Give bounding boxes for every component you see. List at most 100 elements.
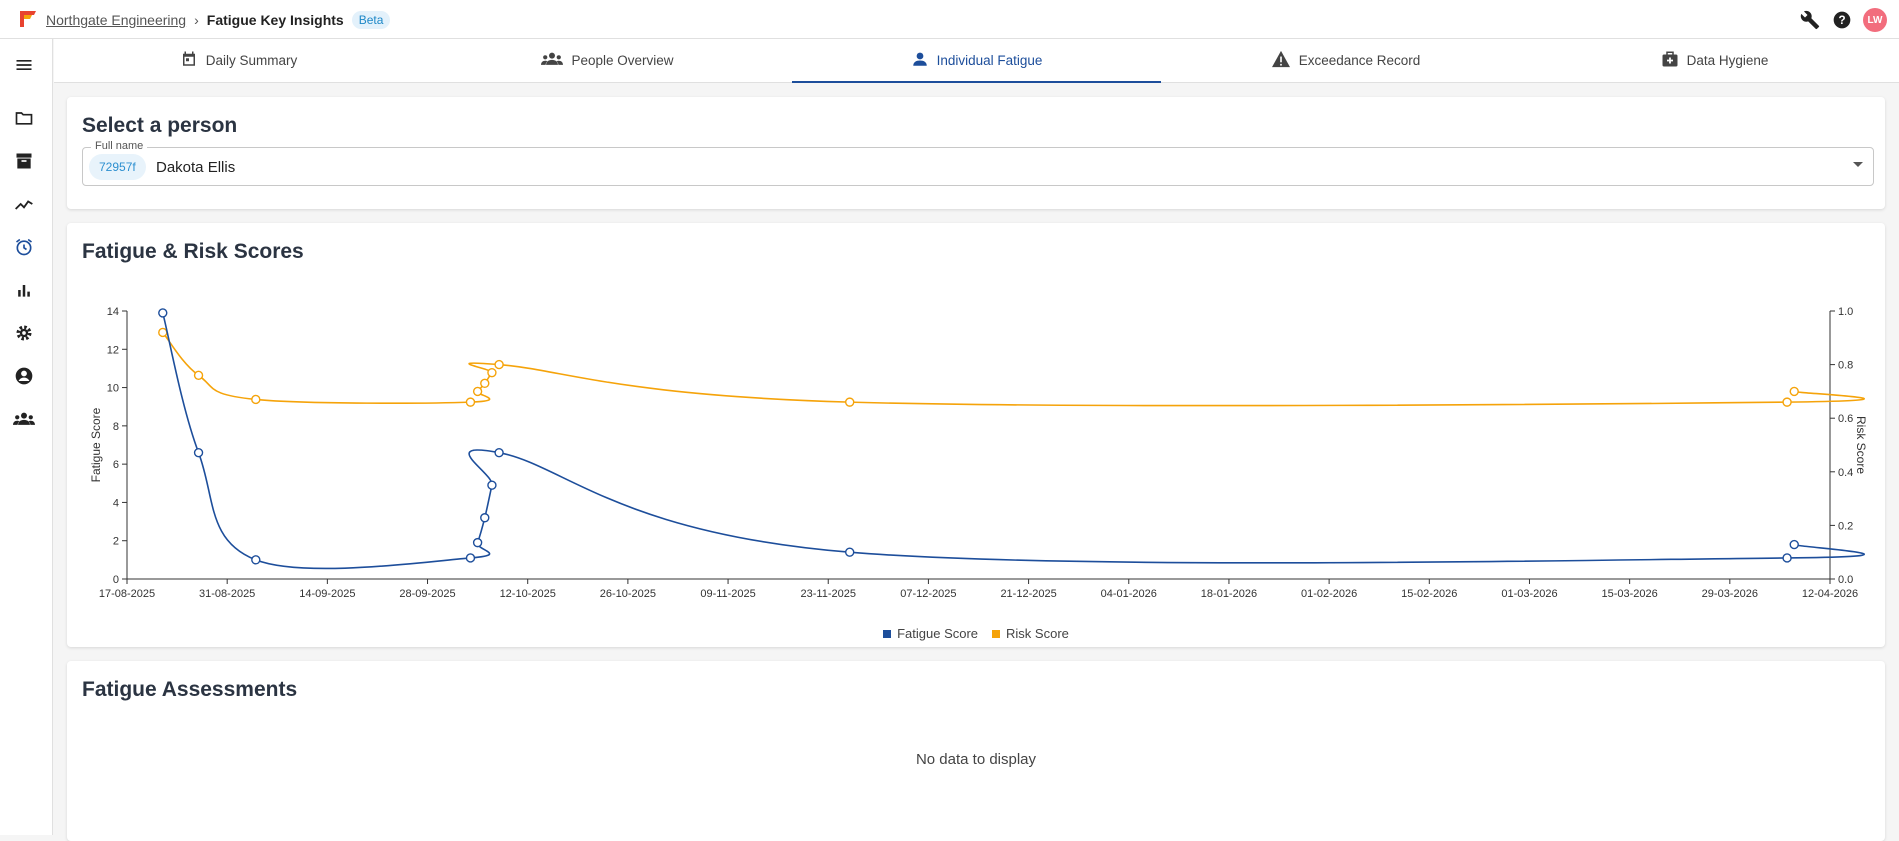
chevron-down-icon[interactable] bbox=[1853, 162, 1863, 167]
tab-individual-fatigue[interactable]: Individual Fatigue bbox=[792, 39, 1161, 83]
risk-score-point bbox=[193, 370, 204, 381]
fatigue-score-point bbox=[1782, 553, 1792, 563]
gear-icon[interactable] bbox=[12, 321, 36, 345]
trend-icon[interactable] bbox=[12, 192, 36, 216]
y-right-tick-label: 1.0 bbox=[1838, 306, 1853, 318]
legend-item-risk[interactable]: Risk Score bbox=[992, 626, 1069, 641]
tab-label: Individual Fatigue bbox=[936, 53, 1043, 68]
y-left-tick-label: 14 bbox=[107, 306, 119, 318]
legend-label: Fatigue Score bbox=[897, 626, 979, 641]
risk-score-point bbox=[472, 386, 483, 397]
fatigue-score-point bbox=[845, 547, 855, 557]
fatigue-score-point bbox=[251, 555, 261, 565]
x-tick-label: 26-10-2025 bbox=[600, 588, 656, 600]
breadcrumb-org-link[interactable]: Northgate Engineering bbox=[46, 12, 187, 28]
fatigue-score-point bbox=[158, 308, 168, 318]
groups-icon bbox=[541, 50, 564, 71]
y-left-tick-label: 6 bbox=[113, 459, 119, 471]
x-tick-label: 14-09-2025 bbox=[299, 588, 355, 600]
tab-data-hygiene[interactable]: Data Hygiene bbox=[1530, 39, 1899, 82]
legend-label: Risk Score bbox=[1006, 626, 1069, 641]
x-tick-label: 31-08-2025 bbox=[199, 588, 255, 600]
x-tick-label: 04-01-2026 bbox=[1101, 588, 1157, 600]
x-tick-label: 21-12-2025 bbox=[1000, 588, 1056, 600]
empty-state-text: No data to display bbox=[915, 751, 1037, 768]
y-left-tick-label: 8 bbox=[113, 421, 119, 433]
risk-score-point bbox=[480, 378, 490, 389]
tab-label: Daily Summary bbox=[205, 53, 298, 68]
risk-score-line bbox=[162, 331, 1865, 407]
select-person-card: Select a person Full name 72957f Dakota … bbox=[67, 97, 1885, 209]
x-tick-label: 07-12-2025 bbox=[900, 588, 956, 600]
fatigue-score-point bbox=[465, 553, 476, 563]
groups-icon[interactable] bbox=[12, 407, 36, 431]
x-tick-label: 09-11-2025 bbox=[700, 588, 755, 600]
menu-icon[interactable] bbox=[12, 53, 36, 77]
bar-chart-icon[interactable] bbox=[12, 278, 36, 302]
folder-icon[interactable] bbox=[12, 106, 36, 130]
tab-label: People Overview bbox=[571, 53, 674, 68]
wrench-icon[interactable] bbox=[1799, 9, 1821, 31]
y-right-tick-label: 0.8 bbox=[1838, 360, 1853, 372]
y-right-tick-label: 0.6 bbox=[1838, 413, 1853, 425]
person-id-chip: 72957f bbox=[89, 154, 146, 180]
chart-legend: Fatigue Score Risk Score bbox=[67, 626, 1885, 641]
tab-daily-summary[interactable]: Daily Summary bbox=[54, 39, 423, 82]
svg-text:?: ? bbox=[1838, 14, 1845, 27]
tab-bar: Daily Summary People Overview Individual… bbox=[54, 39, 1899, 83]
warning-icon bbox=[1271, 50, 1291, 71]
breadcrumb-separator: › bbox=[194, 12, 199, 28]
fatigue-score-point bbox=[1789, 539, 1799, 550]
archive-icon[interactable] bbox=[12, 149, 36, 173]
app-logo[interactable] bbox=[18, 9, 38, 29]
calendar-icon bbox=[180, 50, 198, 71]
x-tick-label: 29-03-2026 bbox=[1702, 588, 1758, 600]
y-right-tick-label: 0.0 bbox=[1838, 574, 1853, 586]
risk-score-point bbox=[251, 394, 261, 405]
tab-label: Exceedance Record bbox=[1298, 53, 1421, 68]
fatigue-score-point bbox=[480, 513, 490, 523]
breadcrumb: Northgate Engineering › Fatigue Key Insi… bbox=[46, 11, 391, 29]
y-left-tick-label: 12 bbox=[107, 344, 119, 356]
fatigue-risk-chart: 0 2 4 6 8 10 12 14 0.0 0.2 0.4 0.6 0.8 1.0 17-08-2025 3… bbox=[89, 306, 1868, 600]
y-right-tick-label: 0.4 bbox=[1838, 467, 1853, 479]
x-tick-label: 17-08-2025 bbox=[99, 588, 155, 600]
x-tick-label: 12-10-2025 bbox=[500, 588, 556, 600]
select-person-title: Select a person bbox=[82, 114, 238, 137]
x-tick-label: 18-01-2026 bbox=[1201, 588, 1257, 600]
user-avatar[interactable]: LW bbox=[1863, 8, 1887, 32]
risk-score-point bbox=[1782, 397, 1792, 407]
legend-item-fatigue[interactable]: Fatigue Score bbox=[883, 626, 978, 641]
fatigue-score-point bbox=[472, 537, 483, 548]
y-left-axis-label: Fatigue Score bbox=[89, 407, 103, 482]
x-tick-label: 15-02-2026 bbox=[1401, 588, 1457, 600]
scores-title: Fatigue & Risk Scores bbox=[82, 240, 304, 263]
risk-score-point bbox=[1789, 386, 1799, 397]
account-icon[interactable] bbox=[12, 364, 36, 388]
scores-card: Fatigue & Risk Scores 0 2 4 6 8 10 12 14 0.0 0.2 0… bbox=[67, 223, 1885, 647]
x-tick-label: 01-03-2026 bbox=[1501, 588, 1557, 600]
alarm-icon[interactable] bbox=[12, 235, 36, 259]
fatigue-score-point bbox=[193, 447, 204, 458]
x-tick-label: 23-11-2025 bbox=[801, 588, 856, 600]
person-select[interactable]: Full name 72957f Dakota Ellis bbox=[82, 140, 1874, 186]
x-tick-label: 01-02-2026 bbox=[1301, 588, 1357, 600]
y-left-tick-label: 10 bbox=[107, 383, 119, 395]
y-right-tick-label: 0.2 bbox=[1838, 520, 1853, 532]
field-label: Full name bbox=[91, 140, 148, 152]
tab-label: Data Hygiene bbox=[1686, 53, 1769, 68]
x-tick-label: 12-04-2026 bbox=[1802, 588, 1858, 600]
fatigue-score-point bbox=[494, 447, 504, 458]
x-tick-label: 28-09-2025 bbox=[399, 588, 455, 600]
tab-exceedance-record[interactable]: Exceedance Record bbox=[1161, 39, 1530, 82]
assessments-card: Fatigue Assessments No data to display bbox=[67, 661, 1885, 841]
person-name-value: Dakota Ellis bbox=[156, 159, 236, 176]
risk-score-point bbox=[494, 359, 504, 370]
legend-swatch bbox=[992, 629, 1001, 638]
y-left-tick-label: 0 bbox=[113, 574, 119, 586]
top-bar: Northgate Engineering › Fatigue Key Insi… bbox=[0, 0, 1899, 39]
breadcrumb-app-title: Fatigue Key Insights bbox=[206, 12, 344, 28]
help-icon[interactable]: ? bbox=[1831, 9, 1853, 31]
assessments-title: Fatigue Assessments bbox=[82, 678, 298, 701]
tab-people-overview[interactable]: People Overview bbox=[423, 39, 792, 82]
